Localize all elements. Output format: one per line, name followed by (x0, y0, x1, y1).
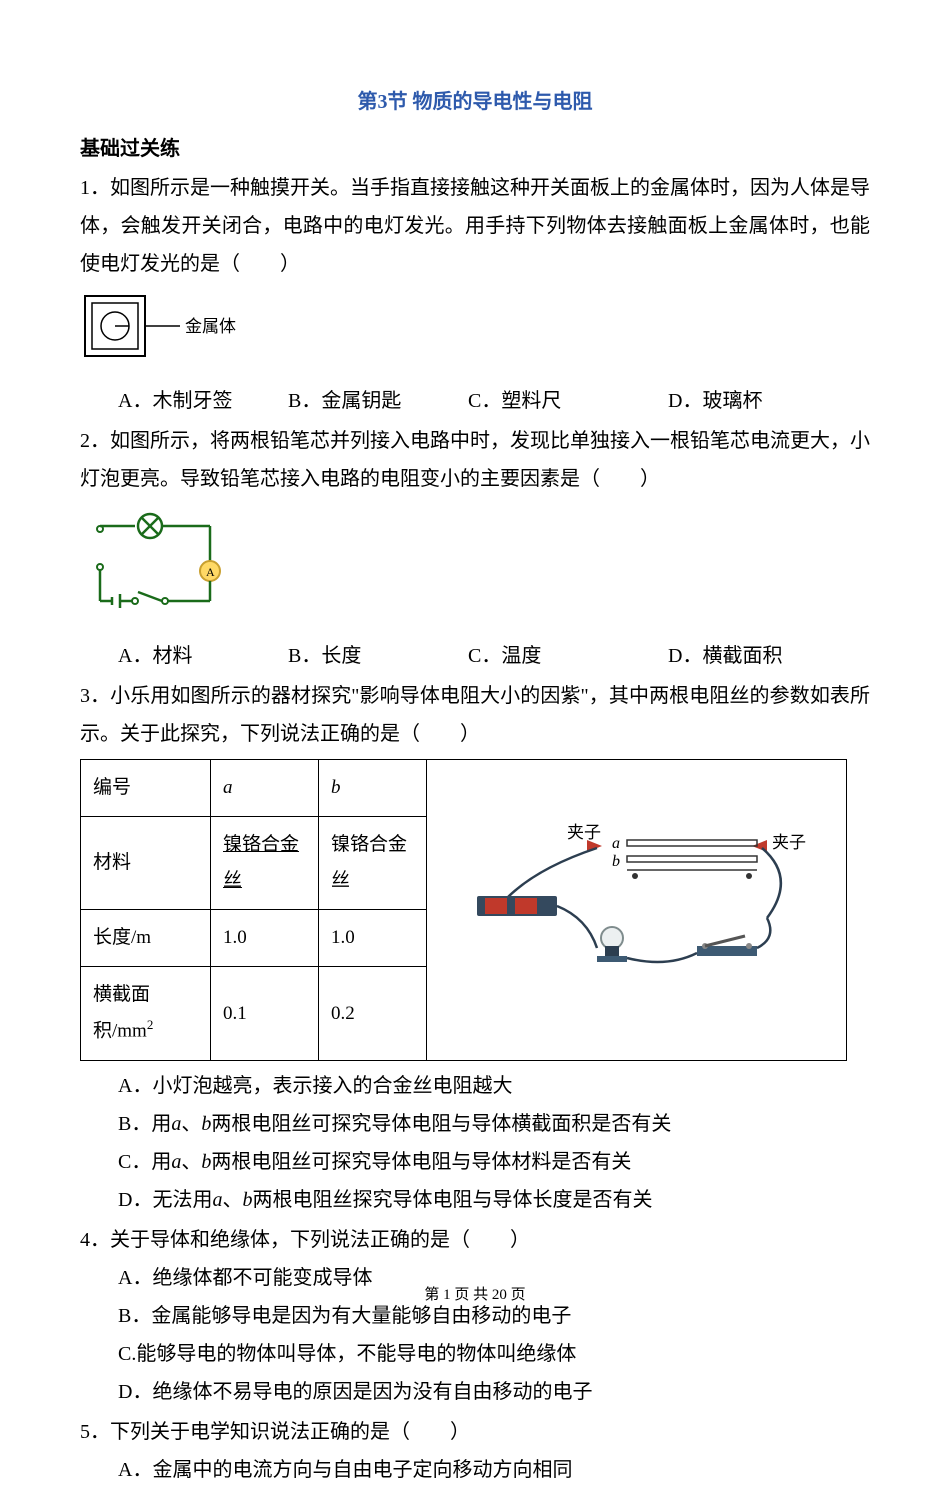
row-material-label: 材料 (81, 817, 211, 910)
q1-opt-b: B．金属钥匙 (288, 382, 468, 420)
q1-text: 1．如图所示是一种触摸开关。当手指直接接触这种开关面板上的金属体时，因为人体是导… (80, 169, 870, 283)
row-material-a: 镍铬合金丝 (211, 817, 319, 910)
row-area-a: 0.1 (211, 967, 319, 1061)
svg-text:b: b (612, 853, 620, 870)
q3-opt-c: C．用a、b两根电阻丝可探究导体电阻与导体材料是否有关 (80, 1143, 870, 1181)
svg-text:a: a (612, 835, 620, 852)
svg-text:A: A (206, 565, 215, 579)
row-length-a: 1.0 (211, 910, 319, 967)
q1-opt-c: C．塑料尺 (468, 382, 668, 420)
q2-options: A．材料 B．长度 C．温度 D．横截面积 (80, 637, 870, 675)
q2-opt-c: C．温度 (468, 637, 668, 675)
q2-opt-d: D．横截面积 (668, 637, 782, 675)
q3-text: 3．小乐用如图所示的器材探究"影响导体电阻大小的因紫"，其中两根电阻丝的参数如表… (80, 677, 870, 753)
th-number: 编号 (81, 760, 211, 817)
page-footer: 第 1 页 共 20 页 (0, 1283, 950, 1304)
q1-options: A．木制牙签 B．金属钥匙 C．塑料尺 D．玻璃杯 (80, 382, 870, 420)
q3-table: 编号 a b 夹子 夹子 a b (80, 759, 847, 1061)
q3-opt-a: A．小灯泡越亮，表示接入的合金丝电阻越大 (80, 1067, 870, 1105)
section-header: 基础过关练 (80, 132, 870, 161)
question-2: 2．如图所示，将两根铅笔芯并列接入电路中时，发现比单独接入一根铅笔芯电流更大，小… (80, 422, 870, 675)
q5-opt-a: A．金属中的电流方向与自由电子定向移动方向相同 (80, 1451, 870, 1489)
q4-opt-c: C.能够导电的物体叫导体，不能导电的物体叫绝缘体 (80, 1335, 870, 1373)
th-a: a (211, 760, 319, 817)
q1-opt-a: A．木制牙签 (118, 382, 288, 420)
q2-text: 2．如图所示，将两根铅笔芯并列接入电路中时，发现比单独接入一根铅笔芯电流更大，小… (80, 422, 870, 498)
q3-opt-b: B．用a、b两根电阻丝可探究导体电阻与导体横截面积是否有关 (80, 1105, 870, 1143)
q2-figure: A (80, 506, 870, 629)
question-1: 1．如图所示是一种触摸开关。当手指直接接触这种开关面板上的金属体时，因为人体是导… (80, 169, 870, 420)
q1-fig-label: 金属体 (185, 317, 236, 336)
q3-opt-d: D．无法用a、b两根电阻丝探究导体电阻与导体长度是否有关 (80, 1181, 870, 1219)
question-3: 3．小乐用如图所示的器材探究"影响导体电阻大小的因紫"，其中两根电阻丝的参数如表… (80, 677, 870, 1219)
q2-opt-b: B．长度 (288, 637, 468, 675)
svg-text:夹子: 夹子 (772, 833, 806, 852)
row-area-b: 0.2 (319, 967, 427, 1061)
question-5: 5．下列关于电学知识说法正确的是（ ） A．金属中的电流方向与自由电子定向移动方… (80, 1413, 870, 1489)
row-length-label: 长度/m (81, 910, 211, 967)
row-material-b: 镍铬合金丝 (319, 817, 427, 910)
q1-opt-d: D．玻璃杯 (668, 382, 762, 420)
svg-text:夹子: 夹子 (567, 823, 601, 842)
row-area-label: 横截面积/mm2 (81, 967, 211, 1061)
q4-text: 4．关于导体和绝缘体，下列说法正确的是（ ） (80, 1221, 870, 1259)
q5-text: 5．下列关于电学知识说法正确的是（ ） (80, 1413, 870, 1451)
q3-table-container: 编号 a b 夹子 夹子 a b (80, 759, 870, 1061)
question-4: 4．关于导体和绝缘体，下列说法正确的是（ ） A．绝缘体都不可能变成导体 B．金… (80, 1221, 870, 1411)
q1-figure: 金属体 (80, 291, 870, 374)
row-length-b: 1.0 (319, 910, 427, 967)
q3-diagram-cell: 夹子 夹子 a b (427, 760, 847, 1061)
q2-opt-a: A．材料 (118, 637, 288, 675)
page-title: 第3节 物质的导电性与电阻 (80, 85, 870, 114)
q4-opt-d: D．绝缘体不易导电的原因是因为没有自由移动的电子 (80, 1373, 870, 1411)
th-b: b (319, 760, 427, 817)
